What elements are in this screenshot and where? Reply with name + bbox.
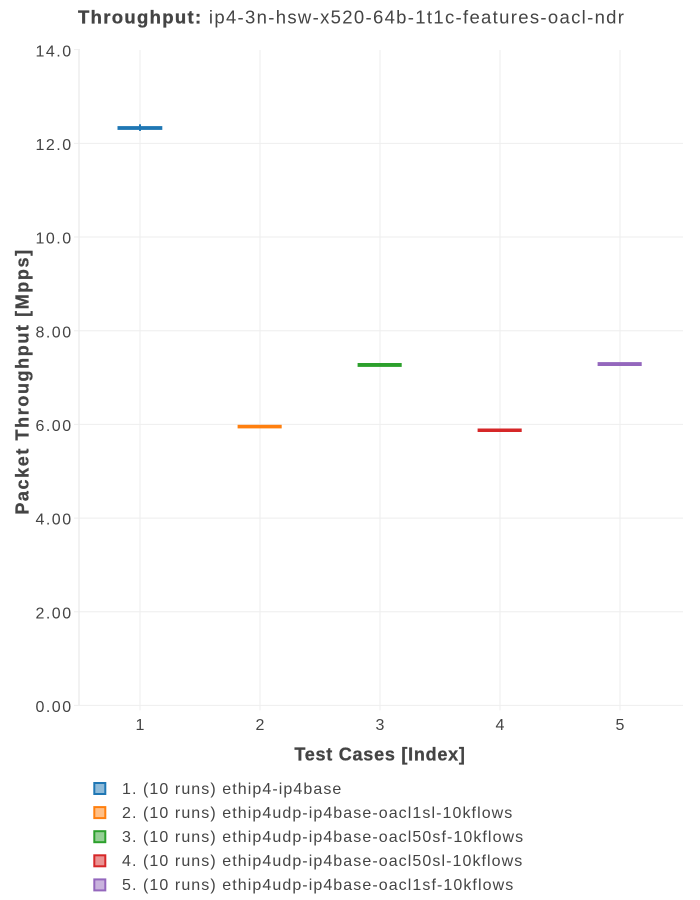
svg-text:0.00: 0.00	[35, 699, 72, 716]
svg-text:12.0: 12.0	[35, 137, 72, 154]
svg-text:10.0: 10.0	[35, 231, 72, 248]
svg-text:4: 4	[496, 717, 505, 734]
svg-text:1. (10 runs) ethip4-ip4base: 1. (10 runs) ethip4-ip4base	[122, 781, 342, 798]
svg-text:4. (10 runs) ethip4udp-ip4base: 4. (10 runs) ethip4udp-ip4base-oacl50sl-…	[122, 853, 523, 870]
svg-text:5: 5	[616, 717, 625, 734]
svg-text:4.00: 4.00	[35, 512, 72, 529]
svg-text:14.0: 14.0	[35, 44, 72, 61]
svg-text:2.00: 2.00	[35, 605, 72, 622]
svg-text:Throughput: ip4-3n-hsw-x520-64: Throughput: ip4-3n-hsw-x520-64b-1t1c-fea…	[78, 7, 625, 28]
svg-text:3: 3	[376, 717, 385, 734]
svg-text:2. (10 runs) ethip4udp-ip4base: 2. (10 runs) ethip4udp-ip4base-oacl1sl-1…	[122, 805, 513, 822]
svg-text:8.00: 8.00	[35, 324, 72, 341]
svg-text:Test Cases [Index]: Test Cases [Index]	[294, 745, 465, 765]
svg-text:3. (10 runs) ethip4udp-ip4base: 3. (10 runs) ethip4udp-ip4base-oacl50sf-…	[122, 829, 524, 846]
svg-text:6.00: 6.00	[35, 418, 72, 435]
svg-text:5. (10 runs) ethip4udp-ip4base: 5. (10 runs) ethip4udp-ip4base-oacl1sf-1…	[122, 877, 514, 894]
svg-text:2: 2	[256, 717, 265, 734]
svg-text:1: 1	[136, 717, 145, 734]
svg-text:Packet Throughput [Mpps]: Packet Throughput [Mpps]	[13, 248, 33, 514]
